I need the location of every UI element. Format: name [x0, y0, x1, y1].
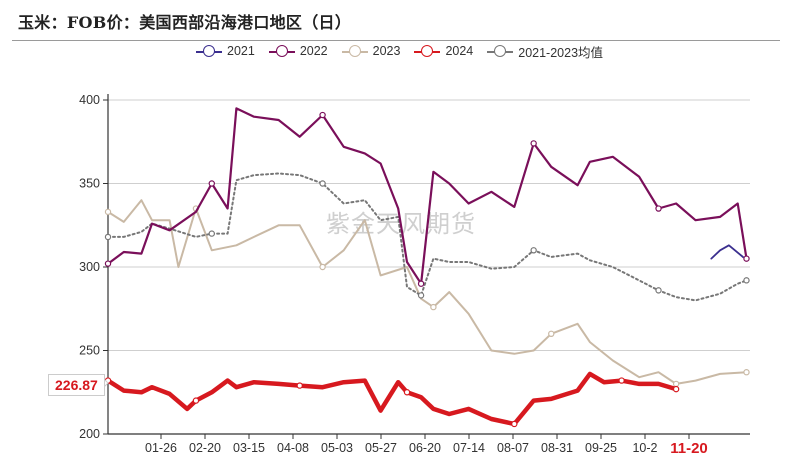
- x-tick-label: 11-20: [670, 440, 708, 457]
- chart-legend: 2021 2022 2023 2024 2021-2023均值: [196, 42, 603, 60]
- series-line-2022: [106, 107, 748, 285]
- data-point-marker: [672, 385, 680, 393]
- data-point-marker: [530, 140, 537, 147]
- data-point-marker: [430, 303, 437, 311]
- x-tick-label: 08-07: [497, 441, 529, 455]
- data-point-marker: [743, 255, 750, 262]
- data-point-marker: [417, 280, 425, 287]
- data-point-marker: [530, 247, 537, 254]
- data-point-marker: [511, 420, 518, 428]
- legend-marker-icon: [414, 44, 441, 58]
- y-tick-label: 350: [79, 177, 100, 191]
- x-tick-label: 02-20: [189, 441, 221, 455]
- y-tick-label: 300: [79, 260, 100, 274]
- series-line-2021: [710, 244, 744, 260]
- legend-item-2024[interactable]: 2024: [414, 44, 473, 58]
- y-tick-label: 400: [79, 93, 100, 107]
- legend-marker-icon: [341, 44, 368, 58]
- x-tick-label: 06-20: [409, 441, 441, 455]
- legend-label: 2024: [445, 44, 474, 58]
- data-point-marker: [104, 233, 112, 241]
- title-divider: [12, 40, 780, 41]
- x-tick-label: 05-03: [321, 441, 353, 455]
- data-point-marker: [319, 180, 326, 187]
- x-tick-label: 10-2: [632, 441, 657, 455]
- data-point-marker: [655, 287, 662, 294]
- legend-marker-icon: [268, 44, 295, 58]
- series-line-2023: [107, 199, 748, 385]
- x-tick-label: 03-15: [233, 441, 265, 455]
- data-point-marker: [319, 263, 326, 271]
- x-tick-label: 05-27: [365, 441, 397, 455]
- legend-label: 2023: [372, 44, 401, 58]
- legend-marker-icon: [196, 44, 222, 58]
- data-point-marker: [672, 380, 680, 388]
- data-point-marker: [548, 330, 555, 337]
- data-point-marker: [208, 230, 215, 237]
- legend-label: 2021-2023均值: [518, 45, 604, 60]
- x-tick-label: 09-25: [585, 441, 617, 455]
- current-value-badge: 226.87: [48, 374, 105, 396]
- x-tick-label: 01-26: [145, 441, 177, 455]
- y-tick-label: 250: [79, 344, 100, 358]
- legend-label: 2022: [299, 44, 328, 58]
- x-tick-label: 04-08: [277, 441, 309, 455]
- legend-marker-icon: [487, 44, 514, 58]
- chart-title: 玉米：FOB价：美国西部沿海港口地区（日）: [18, 13, 352, 32]
- data-point-marker: [192, 397, 200, 404]
- series-line-2024: [105, 371, 679, 427]
- data-point-marker: [655, 205, 662, 212]
- legend-item-2023[interactable]: 2023: [341, 44, 401, 58]
- legend-item-2021[interactable]: 2021: [196, 44, 255, 58]
- x-tick-label: 07-14: [453, 441, 485, 455]
- data-point-marker: [319, 111, 326, 119]
- legend-item-2021-2023均值[interactable]: 2021-2023均值: [487, 42, 603, 61]
- data-point-marker: [104, 208, 112, 216]
- data-point-marker: [743, 277, 750, 284]
- data-point-marker: [403, 389, 411, 396]
- data-point-marker: [296, 382, 303, 389]
- data-point-marker: [618, 377, 625, 384]
- data-point-marker: [104, 260, 112, 267]
- legend-label: 2021: [227, 44, 255, 58]
- data-point-marker: [743, 369, 750, 376]
- legend-item-2022[interactable]: 2022: [268, 44, 328, 58]
- data-point-marker: [417, 292, 425, 299]
- data-point-marker: [208, 180, 215, 187]
- y-tick-label: 200: [79, 427, 100, 441]
- x-tick-label: 08-31: [541, 441, 573, 455]
